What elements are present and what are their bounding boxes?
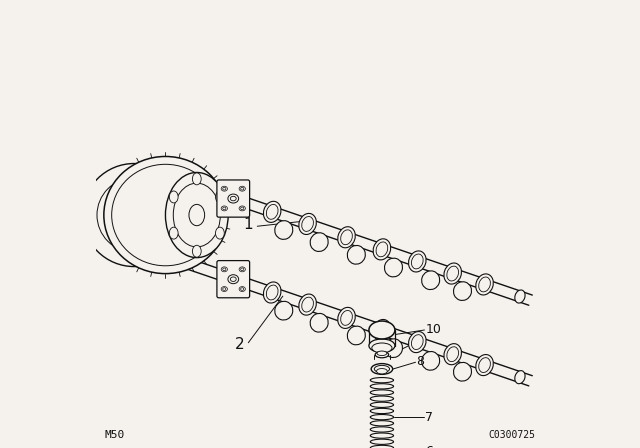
Ellipse shape xyxy=(170,191,178,203)
Ellipse shape xyxy=(408,251,426,272)
Ellipse shape xyxy=(170,227,178,239)
Ellipse shape xyxy=(376,242,388,257)
Ellipse shape xyxy=(515,290,525,303)
Ellipse shape xyxy=(216,227,224,239)
Ellipse shape xyxy=(338,307,355,328)
Ellipse shape xyxy=(454,282,472,301)
Ellipse shape xyxy=(373,239,390,260)
FancyBboxPatch shape xyxy=(217,180,250,217)
Circle shape xyxy=(125,206,143,224)
Ellipse shape xyxy=(266,285,278,300)
Ellipse shape xyxy=(239,267,245,272)
Ellipse shape xyxy=(241,187,244,190)
Ellipse shape xyxy=(223,187,226,190)
Ellipse shape xyxy=(444,344,461,365)
Ellipse shape xyxy=(422,352,440,370)
Circle shape xyxy=(113,194,155,236)
Ellipse shape xyxy=(375,352,388,358)
Ellipse shape xyxy=(348,326,365,345)
Ellipse shape xyxy=(104,156,227,274)
Ellipse shape xyxy=(301,297,314,312)
Ellipse shape xyxy=(374,366,390,373)
Ellipse shape xyxy=(223,268,226,271)
Ellipse shape xyxy=(377,351,387,356)
Text: 8: 8 xyxy=(417,355,424,368)
Ellipse shape xyxy=(385,339,403,358)
Ellipse shape xyxy=(230,277,236,281)
Ellipse shape xyxy=(193,173,201,185)
Ellipse shape xyxy=(372,343,392,353)
Ellipse shape xyxy=(223,207,226,210)
Ellipse shape xyxy=(479,277,490,292)
Ellipse shape xyxy=(369,321,395,339)
Ellipse shape xyxy=(299,213,316,234)
Ellipse shape xyxy=(476,354,493,375)
Ellipse shape xyxy=(444,263,461,284)
Ellipse shape xyxy=(173,183,220,247)
Ellipse shape xyxy=(340,310,353,325)
Ellipse shape xyxy=(266,204,278,219)
Ellipse shape xyxy=(275,302,292,320)
Ellipse shape xyxy=(369,339,395,353)
Ellipse shape xyxy=(228,275,239,284)
Ellipse shape xyxy=(348,246,365,264)
Ellipse shape xyxy=(165,172,228,258)
Text: C0300725: C0300725 xyxy=(488,430,535,439)
Ellipse shape xyxy=(193,245,201,257)
Ellipse shape xyxy=(239,186,245,191)
Ellipse shape xyxy=(447,347,458,362)
Ellipse shape xyxy=(371,364,393,375)
Ellipse shape xyxy=(412,254,423,269)
Ellipse shape xyxy=(241,207,244,210)
Text: 1: 1 xyxy=(243,216,253,232)
Ellipse shape xyxy=(310,314,328,332)
Ellipse shape xyxy=(476,274,493,295)
Ellipse shape xyxy=(454,362,472,381)
Ellipse shape xyxy=(189,204,205,226)
Ellipse shape xyxy=(228,194,239,203)
Ellipse shape xyxy=(239,287,245,292)
Ellipse shape xyxy=(221,186,227,191)
Ellipse shape xyxy=(376,323,388,337)
Ellipse shape xyxy=(299,294,316,315)
Ellipse shape xyxy=(241,288,244,290)
Ellipse shape xyxy=(264,282,281,303)
Ellipse shape xyxy=(301,216,314,231)
Ellipse shape xyxy=(515,370,525,384)
Ellipse shape xyxy=(422,271,440,289)
Ellipse shape xyxy=(221,206,227,211)
Ellipse shape xyxy=(275,221,292,239)
Ellipse shape xyxy=(241,268,244,271)
Ellipse shape xyxy=(223,288,226,290)
Text: 9: 9 xyxy=(410,338,417,351)
Ellipse shape xyxy=(385,258,403,277)
Ellipse shape xyxy=(447,266,458,281)
FancyBboxPatch shape xyxy=(217,261,250,298)
Ellipse shape xyxy=(230,196,236,201)
Ellipse shape xyxy=(221,287,227,292)
Ellipse shape xyxy=(216,191,224,203)
Circle shape xyxy=(83,164,186,267)
Ellipse shape xyxy=(338,227,355,248)
Ellipse shape xyxy=(239,206,245,211)
Ellipse shape xyxy=(340,230,353,245)
Ellipse shape xyxy=(264,201,281,222)
Text: M50: M50 xyxy=(105,430,125,439)
Ellipse shape xyxy=(376,369,387,374)
Text: 2: 2 xyxy=(234,337,244,353)
Ellipse shape xyxy=(479,358,490,372)
Ellipse shape xyxy=(408,332,426,353)
Text: 6: 6 xyxy=(425,445,433,448)
Ellipse shape xyxy=(310,233,328,251)
Text: 7: 7 xyxy=(425,411,433,424)
Ellipse shape xyxy=(412,335,423,349)
Ellipse shape xyxy=(373,319,390,340)
Ellipse shape xyxy=(221,267,227,272)
Text: 10: 10 xyxy=(426,323,442,336)
Circle shape xyxy=(97,178,171,252)
